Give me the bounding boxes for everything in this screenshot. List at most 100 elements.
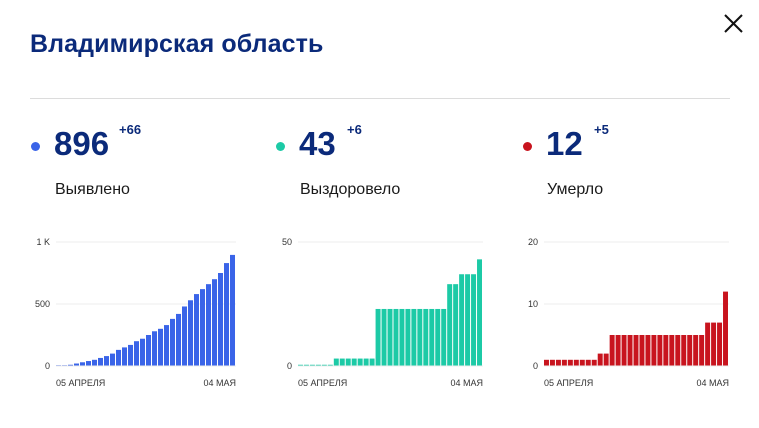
chart-bar [345, 358, 351, 366]
chart-bar [705, 322, 711, 366]
chart-bar [327, 364, 333, 366]
chart-bar [146, 335, 151, 366]
chart-bar [381, 308, 387, 366]
chart-bar [399, 308, 405, 366]
chart-bar [152, 331, 157, 366]
chart-bar [357, 358, 363, 366]
chart-bar [321, 364, 327, 366]
x-start-label: 05 АПРЕЛЯ [298, 378, 347, 388]
dot-recovered-icon [276, 142, 285, 151]
chart-bar [675, 335, 681, 366]
chart-bar [555, 359, 561, 366]
chart-bar [140, 338, 145, 366]
x-end-label: 04 МАЯ [696, 378, 729, 388]
chart-bar [98, 357, 103, 366]
chart-bar [74, 363, 79, 366]
chart-bar [459, 274, 465, 366]
stat-label: Выздоровело [300, 181, 401, 198]
chart-bar [218, 273, 223, 366]
chart-died-svg: 20 10 0 05 АПРЕЛЯ 04 МАЯ [528, 237, 729, 388]
chart-bar [315, 364, 321, 366]
divider [30, 98, 730, 99]
chart-bar [669, 335, 675, 366]
chart-bar [549, 359, 555, 366]
chart-bar [303, 364, 309, 366]
chart-bar [80, 362, 85, 366]
chart-bar [351, 358, 357, 366]
stat-value: 896 [54, 125, 110, 162]
y-tick-label: 20 [528, 237, 538, 247]
chart-bar [188, 300, 193, 366]
y-tick-label: 50 [282, 237, 292, 247]
chart-detected: 1 K 500 0 05 АПРЕЛЯ 04 МАЯ [26, 232, 236, 397]
chart-bar [699, 335, 705, 366]
chart-bar [298, 364, 303, 366]
chart-bar [615, 335, 621, 366]
chart-bar [230, 254, 235, 366]
chart-bar [591, 359, 597, 366]
chart-bar [164, 325, 169, 366]
chart-bar [573, 359, 579, 366]
chart-bar [687, 335, 693, 366]
chart-bar [122, 347, 127, 366]
chart-bar [621, 335, 627, 366]
stat-detected: 896 +66 Выявлено [31, 120, 261, 210]
page-title: Владимирская область [30, 30, 324, 58]
stat-delta: +66 [119, 122, 142, 137]
stat-label: Выявлено [55, 181, 130, 198]
close-button[interactable] [720, 10, 748, 38]
chart-recovered: 50 0 05 АПРЕЛЯ 04 МАЯ [272, 232, 483, 397]
x-start-label: 05 АПРЕЛЯ [56, 378, 105, 388]
chart-bar [609, 335, 615, 366]
chart-bar [585, 359, 591, 366]
chart-bar [92, 359, 97, 366]
chart-recovered-svg: 50 0 05 АПРЕЛЯ 04 МАЯ [282, 237, 483, 388]
x-start-label: 05 АПРЕЛЯ [544, 378, 593, 388]
close-icon [724, 14, 743, 33]
chart-bar [663, 335, 669, 366]
chart-bar [200, 289, 205, 366]
chart-bar [447, 284, 453, 366]
chart-bar [375, 308, 381, 366]
chart-bar [104, 356, 109, 366]
chart-died: 20 10 0 05 АПРЕЛЯ 04 МАЯ [518, 232, 729, 397]
stat-value: 43 [299, 125, 336, 162]
chart-bar [645, 335, 651, 366]
y-tick-label: 0 [287, 361, 292, 371]
chart-bar [333, 358, 339, 366]
stat-died: 12 +5 Умерло [523, 120, 753, 210]
chart-bar [567, 359, 573, 366]
chart-bar [471, 274, 477, 366]
chart-bar [369, 358, 375, 366]
chart-bar [627, 335, 633, 366]
chart-bar [633, 335, 639, 366]
y-tick-label: 500 [35, 299, 50, 309]
chart-bar [579, 359, 585, 366]
dot-detected-icon [31, 142, 40, 151]
y-tick-label: 0 [533, 361, 538, 371]
chart-bar [110, 353, 115, 366]
chart-bar [693, 335, 699, 366]
chart-bar [544, 359, 549, 366]
chart-detected-svg: 1 K 500 0 05 АПРЕЛЯ 04 МАЯ [35, 237, 236, 388]
dot-died-icon [523, 142, 532, 151]
stat-label: Умерло [547, 181, 604, 198]
chart-bar [68, 364, 73, 366]
chart-bar [405, 308, 411, 366]
stat-value: 12 [546, 125, 583, 162]
chart-bar [393, 308, 399, 366]
y-tick-label: 0 [45, 361, 50, 371]
chart-bar [206, 284, 211, 366]
chart-bar [657, 335, 663, 366]
stat-delta: +6 [347, 122, 362, 137]
chart-bar [411, 308, 417, 366]
chart-bar [717, 322, 723, 366]
chart-bar [651, 335, 657, 366]
chart-bar [116, 349, 121, 366]
chart-bar [158, 328, 163, 366]
chart-bar [86, 361, 91, 366]
chart-bar [603, 353, 609, 366]
chart-bar [134, 341, 139, 366]
chart-bar [182, 306, 187, 366]
